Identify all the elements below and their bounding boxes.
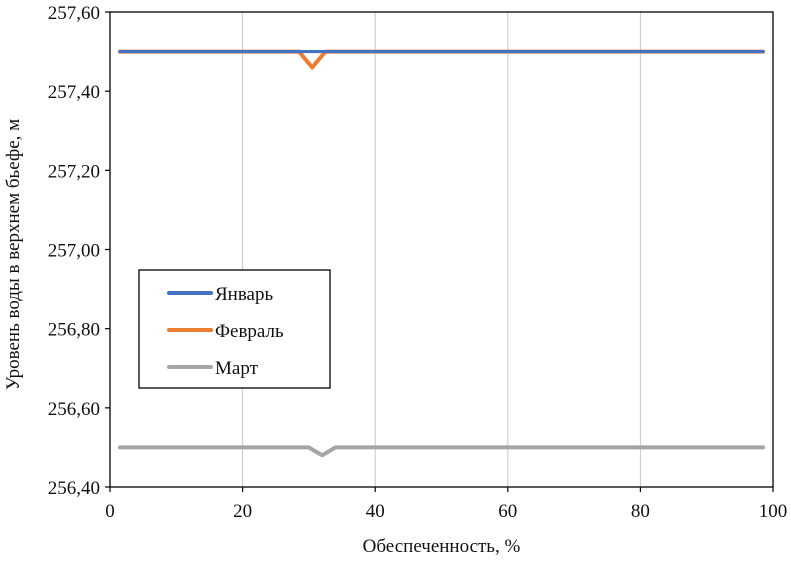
x-tick-label: 0 (105, 501, 115, 522)
legend-label: Февраль (215, 321, 284, 342)
series-line-3 (117, 445, 766, 458)
y-tick-label: 257,40 (48, 82, 100, 103)
legend-label: Март (215, 358, 259, 379)
x-tick-label: 80 (631, 501, 650, 522)
x-axis-title: Обеспеченность, % (363, 536, 521, 557)
y-tick-label: 256,80 (48, 320, 100, 341)
x-tick-label: 20 (233, 501, 252, 522)
y-tick-label: 256,40 (48, 478, 100, 499)
y-tick-label: 256,60 (48, 399, 100, 420)
legend-label: Январь (215, 284, 273, 305)
x-tick-label: 100 (759, 501, 788, 522)
y-tick-label: 257,00 (48, 241, 100, 262)
gridlines (242, 12, 641, 487)
legend: Январь Февраль Март (138, 269, 331, 389)
x-tick-label: 60 (498, 501, 517, 522)
series-lines (117, 49, 766, 458)
axis-ticks: 0 20 40 60 80 100 256,40 256,60 256,80 257,00 257,… (48, 3, 788, 522)
x-tick-label: 40 (366, 501, 385, 522)
y-tick-label: 257,60 (48, 3, 100, 24)
y-tick-label: 257,20 (48, 161, 100, 182)
y-axis-title: Уровень воды в верхнем бьефе, м (3, 119, 24, 390)
